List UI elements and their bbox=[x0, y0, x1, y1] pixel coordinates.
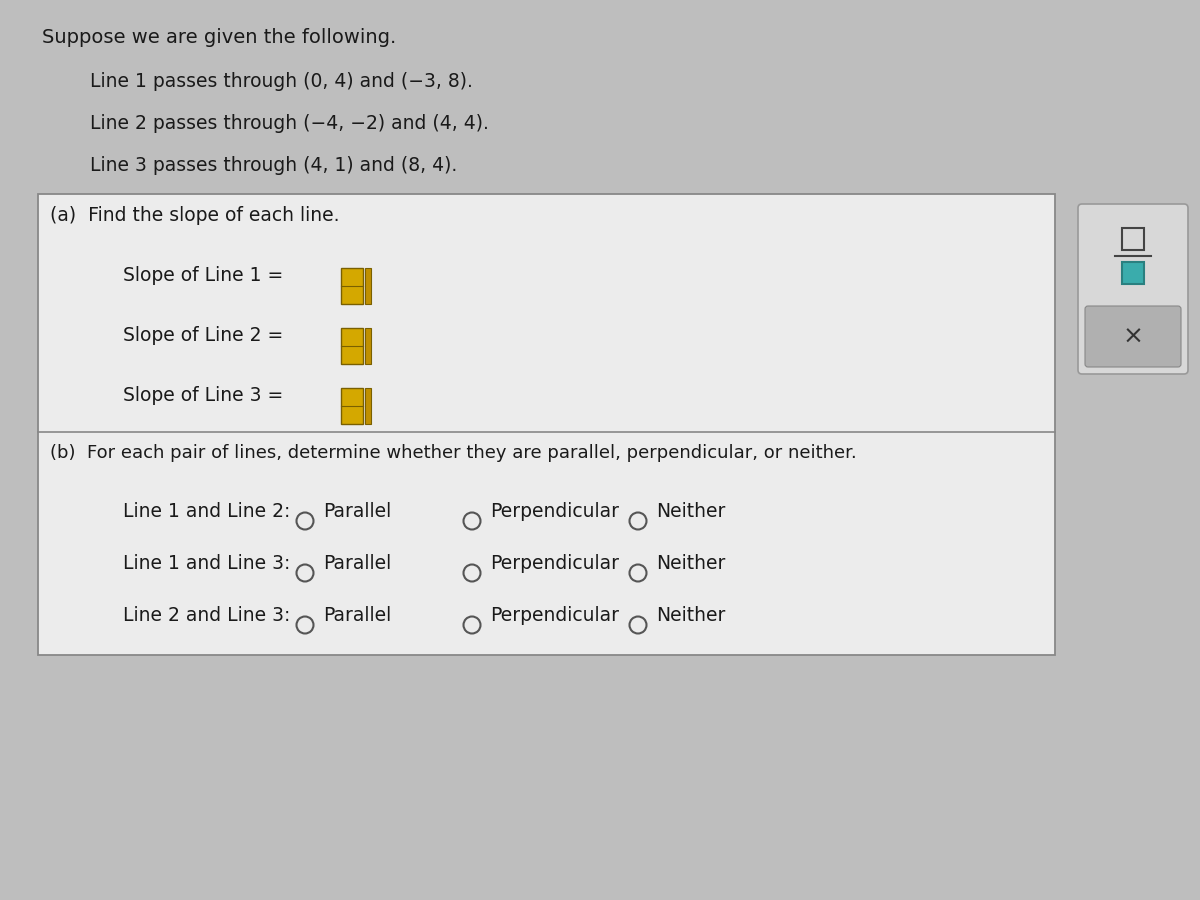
Text: Line 3 passes through (4, 1) and (8, 4).: Line 3 passes through (4, 1) and (8, 4). bbox=[90, 156, 457, 175]
FancyBboxPatch shape bbox=[365, 388, 371, 424]
Text: (a)  Find the slope of each line.: (a) Find the slope of each line. bbox=[50, 206, 340, 225]
Text: Suppose we are given the following.: Suppose we are given the following. bbox=[42, 28, 396, 47]
Text: Slope of Line 3 =: Slope of Line 3 = bbox=[124, 386, 283, 405]
Text: Line 2 passes through (−4, −2) and (4, 4).: Line 2 passes through (−4, −2) and (4, 4… bbox=[90, 114, 488, 133]
Text: Slope of Line 2 =: Slope of Line 2 = bbox=[124, 326, 283, 345]
Text: Slope of Line 1 =: Slope of Line 1 = bbox=[124, 266, 283, 285]
Text: Parallel: Parallel bbox=[324, 554, 391, 573]
Text: Line 1 passes through (0, 4) and (−3, 8).: Line 1 passes through (0, 4) and (−3, 8)… bbox=[90, 72, 473, 91]
FancyBboxPatch shape bbox=[1122, 228, 1144, 250]
FancyBboxPatch shape bbox=[341, 388, 364, 424]
FancyBboxPatch shape bbox=[365, 328, 371, 364]
Text: Line 1 and Line 3:: Line 1 and Line 3: bbox=[124, 554, 290, 573]
FancyBboxPatch shape bbox=[341, 328, 364, 364]
Text: Line 2 and Line 3:: Line 2 and Line 3: bbox=[124, 606, 290, 625]
Text: Neither: Neither bbox=[656, 502, 726, 521]
FancyBboxPatch shape bbox=[1085, 306, 1181, 367]
Text: Perpendicular: Perpendicular bbox=[491, 554, 619, 573]
Text: Neither: Neither bbox=[656, 554, 726, 573]
FancyBboxPatch shape bbox=[1122, 262, 1144, 284]
FancyBboxPatch shape bbox=[341, 268, 364, 304]
FancyBboxPatch shape bbox=[1078, 204, 1188, 374]
Text: (b)  For each pair of lines, determine whether they are parallel, perpendicular,: (b) For each pair of lines, determine wh… bbox=[50, 444, 857, 462]
Text: ×: × bbox=[1122, 325, 1144, 348]
Text: Perpendicular: Perpendicular bbox=[491, 502, 619, 521]
Text: Line 1 and Line 2:: Line 1 and Line 2: bbox=[124, 502, 290, 521]
FancyBboxPatch shape bbox=[38, 194, 1055, 655]
FancyBboxPatch shape bbox=[365, 268, 371, 304]
Text: Parallel: Parallel bbox=[324, 606, 391, 625]
Text: Perpendicular: Perpendicular bbox=[491, 606, 619, 625]
Text: Parallel: Parallel bbox=[324, 502, 391, 521]
Text: Neither: Neither bbox=[656, 606, 726, 625]
